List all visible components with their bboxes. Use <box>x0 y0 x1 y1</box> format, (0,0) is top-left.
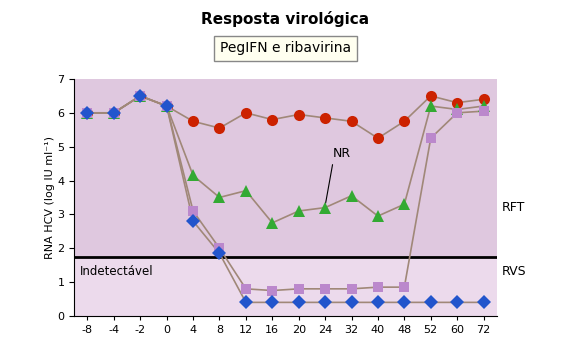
Bar <box>74 79 497 257</box>
Text: NR: NR <box>333 147 351 160</box>
Text: RVS: RVS <box>502 265 526 279</box>
Text: Resposta virológica: Resposta virológica <box>202 11 369 27</box>
Bar <box>74 257 497 316</box>
Text: RFT: RFT <box>502 201 525 214</box>
Y-axis label: RNA HCV (log IU ml⁻¹): RNA HCV (log IU ml⁻¹) <box>45 136 55 259</box>
Text: PegIFN e ribavirina: PegIFN e ribavirina <box>220 41 351 55</box>
Text: Indetectável: Indetectável <box>79 265 153 279</box>
